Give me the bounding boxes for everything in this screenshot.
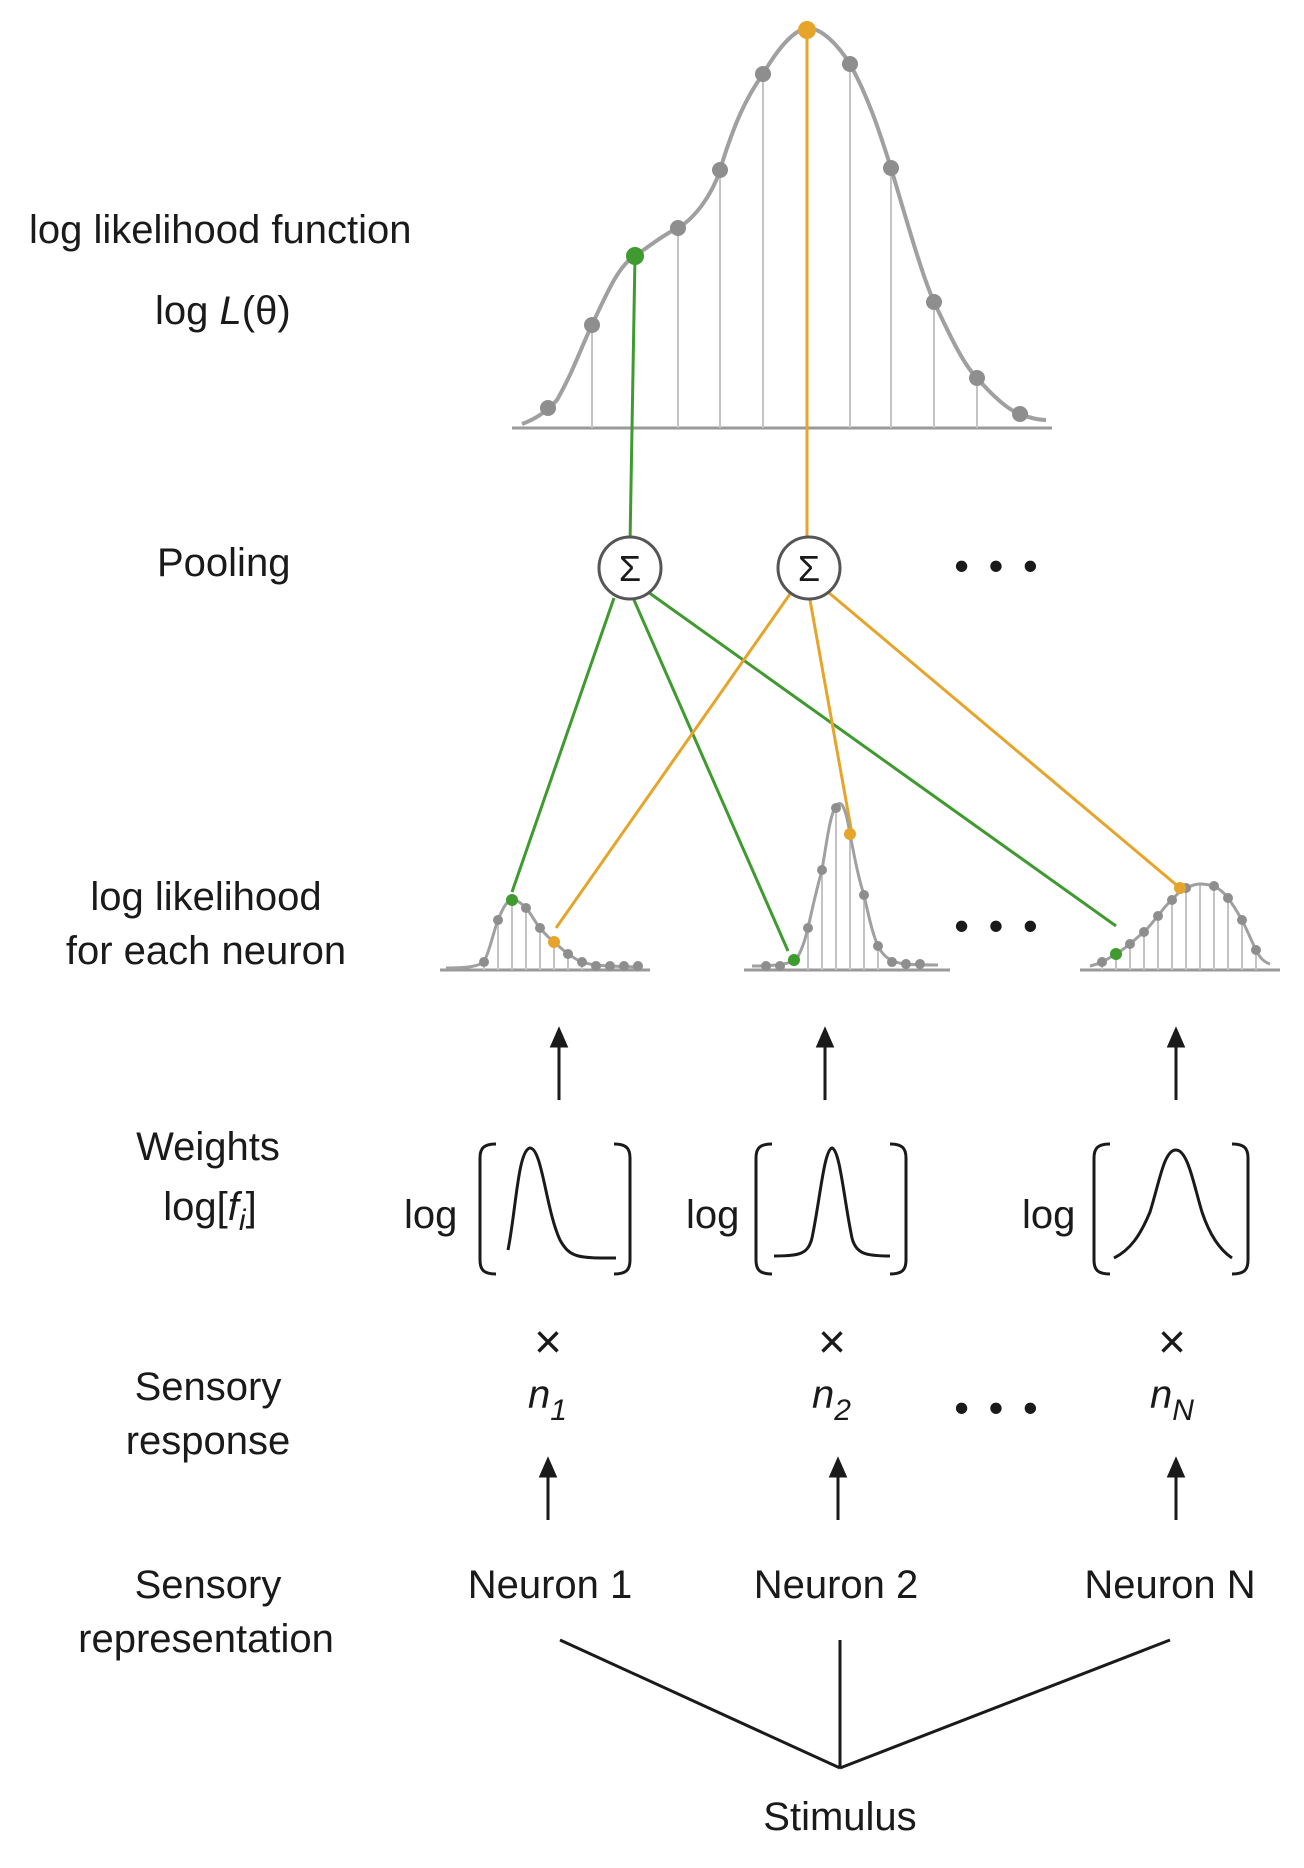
neuron-1-weight: log [404, 1142, 632, 1276]
label-weights-formula: log[fi] [163, 1185, 256, 1237]
stimulus-label: Stimulus [763, 1795, 916, 1839]
top-plot-stems [591, 64, 978, 428]
response-ellipsis: • • • [954, 1384, 1041, 1431]
neuron-n-point-orange [1174, 882, 1186, 894]
pooling-connections [510, 590, 1181, 952]
top-plot-points [540, 56, 1028, 422]
neuron-n-log-label: log [1022, 1193, 1075, 1237]
neuron-n-times-sign: × [1158, 1316, 1186, 1369]
label-sensory-response-line2: response [126, 1419, 291, 1463]
neuron-2-times-sign: × [818, 1316, 846, 1369]
label-sensory-response-line1: Sensory [135, 1365, 282, 1409]
neuron-n-likelihood-plot [1080, 881, 1280, 972]
label-pooling: Pooling [157, 541, 290, 585]
neuron-n-point-green [1110, 948, 1122, 960]
neuron-1-log-label: log [404, 1193, 457, 1237]
neuron-1-point-orange [548, 936, 560, 948]
label-sensory-representation-line2: representation [78, 1617, 334, 1661]
pooling-node-2: Σ [776, 535, 842, 601]
neuron-2-likelihood-plot [744, 802, 950, 972]
neuron-n-name: Neuron N [1084, 1563, 1255, 1607]
neuron-2-point-orange [844, 828, 856, 840]
label-log-likelihood-each-line2: for each neuron [66, 929, 346, 973]
neuron-to-response-arrows [538, 1456, 1186, 1520]
neuron-2-response: n2 [812, 1373, 851, 1427]
pooling-node-1: Σ [597, 535, 663, 601]
neuron-1-name: Neuron 1 [468, 1563, 633, 1607]
neuron-2-weight: log [686, 1142, 908, 1276]
neuron-1-times-sign: × [534, 1316, 562, 1369]
label-log-likelihood-function: log likelihood function [29, 208, 411, 252]
stimulus-connections [559, 1638, 1171, 1770]
neuron-2-point-green [788, 954, 800, 966]
weights-to-likelihood-arrows [549, 1026, 1186, 1100]
neuron-1-likelihood-plot [440, 894, 650, 972]
neuron-2-log-label: log [686, 1193, 739, 1237]
label-sensory-representation-line1: Sensory [135, 1563, 282, 1607]
neuron-2-name: Neuron 2 [754, 1563, 919, 1607]
top-likelihood-curve [521, 25, 1047, 426]
sigma-symbol-1: Σ [619, 548, 641, 589]
population-log-likelihood-plot [512, 21, 1052, 430]
neuron-1-response: n1 [528, 1373, 567, 1427]
neuron-n-weight: log [1022, 1142, 1250, 1276]
neuron-n-response: nN [1150, 1373, 1194, 1427]
likelihood-ellipsis: • • • [954, 902, 1041, 949]
label-log-L-theta: log L(θ) [155, 289, 291, 333]
sigma-symbol-2: Σ [798, 548, 820, 589]
label-weights: Weights [136, 1125, 280, 1169]
green-pool-to-top-line [628, 255, 637, 545]
pooling-ellipsis: • • • [954, 542, 1041, 589]
label-log-likelihood-each-line1: log likelihood [90, 875, 321, 919]
neuron-1-point-green [506, 894, 518, 906]
